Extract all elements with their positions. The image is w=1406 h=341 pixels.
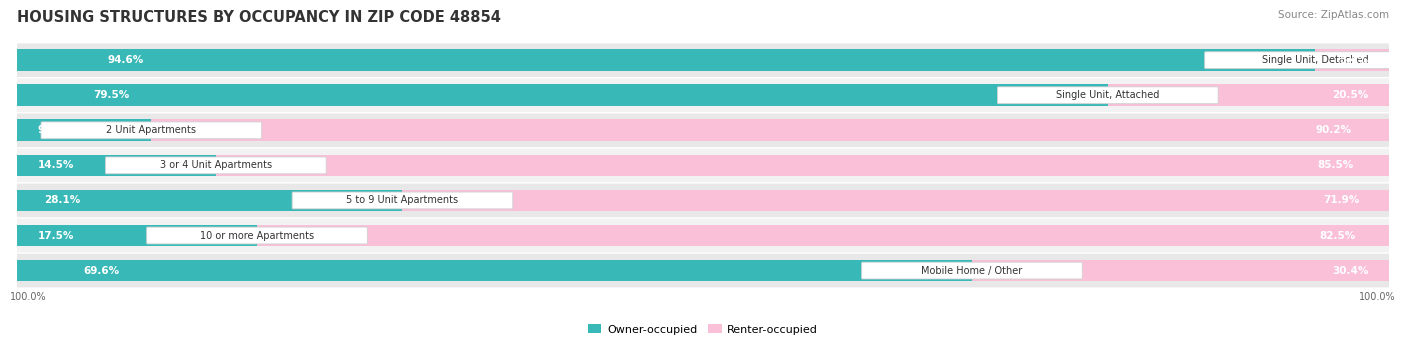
FancyBboxPatch shape [17, 183, 1389, 217]
Bar [17, 119, 152, 141]
Bar [1108, 84, 1389, 106]
Bar [257, 225, 1389, 247]
FancyBboxPatch shape [146, 227, 367, 244]
FancyBboxPatch shape [41, 122, 262, 139]
FancyBboxPatch shape [17, 114, 1389, 147]
Text: 2 Unit Apartments: 2 Unit Apartments [107, 125, 197, 135]
FancyBboxPatch shape [1205, 52, 1406, 69]
Text: 90.2%: 90.2% [1316, 125, 1353, 135]
Text: 28.1%: 28.1% [44, 195, 80, 205]
Text: 85.5%: 85.5% [1317, 160, 1354, 170]
Bar [17, 260, 972, 281]
FancyBboxPatch shape [17, 78, 1389, 112]
Text: 79.5%: 79.5% [93, 90, 129, 100]
Text: 71.9%: 71.9% [1323, 195, 1360, 205]
Text: 20.5%: 20.5% [1333, 90, 1368, 100]
FancyBboxPatch shape [997, 87, 1218, 104]
Bar [17, 154, 217, 176]
Text: 5 to 9 Unit Apartments: 5 to 9 Unit Apartments [346, 195, 458, 205]
Bar [17, 84, 1108, 106]
FancyBboxPatch shape [105, 157, 326, 174]
Bar [1315, 49, 1389, 71]
Bar [17, 225, 257, 247]
Text: 69.6%: 69.6% [84, 266, 120, 276]
Text: Mobile Home / Other: Mobile Home / Other [921, 266, 1022, 276]
Bar [402, 190, 1389, 211]
Text: 3 or 4 Unit Apartments: 3 or 4 Unit Apartments [160, 160, 271, 170]
Text: 30.4%: 30.4% [1331, 266, 1368, 276]
Text: Single Unit, Attached: Single Unit, Attached [1056, 90, 1160, 100]
FancyBboxPatch shape [17, 43, 1389, 77]
Text: HOUSING STRUCTURES BY OCCUPANCY IN ZIP CODE 48854: HOUSING STRUCTURES BY OCCUPANCY IN ZIP C… [17, 10, 501, 25]
FancyBboxPatch shape [292, 192, 513, 209]
Text: 5.4%: 5.4% [1340, 55, 1368, 65]
FancyBboxPatch shape [862, 262, 1083, 279]
Text: 17.5%: 17.5% [38, 231, 75, 240]
Text: 82.5%: 82.5% [1319, 231, 1355, 240]
Legend: Owner-occupied, Renter-occupied: Owner-occupied, Renter-occupied [583, 320, 823, 339]
Text: 14.5%: 14.5% [38, 160, 75, 170]
Text: 94.6%: 94.6% [108, 55, 143, 65]
Bar [152, 119, 1389, 141]
Text: 10 or more Apartments: 10 or more Apartments [200, 231, 314, 240]
Bar [217, 154, 1389, 176]
FancyBboxPatch shape [17, 254, 1389, 287]
Text: Source: ZipAtlas.com: Source: ZipAtlas.com [1278, 10, 1389, 20]
Text: 100.0%: 100.0% [10, 292, 46, 302]
FancyBboxPatch shape [17, 149, 1389, 182]
Bar [972, 260, 1389, 281]
Text: 9.8%: 9.8% [38, 125, 66, 135]
Bar [17, 49, 1315, 71]
FancyBboxPatch shape [17, 219, 1389, 252]
Text: 100.0%: 100.0% [1360, 292, 1396, 302]
Text: Single Unit, Detached: Single Unit, Detached [1261, 55, 1368, 65]
Bar [17, 190, 402, 211]
